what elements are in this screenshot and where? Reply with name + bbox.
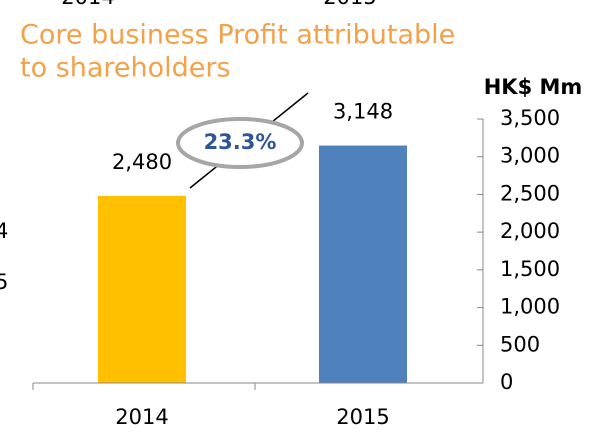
growth-label: 23.3%: [204, 130, 277, 154]
value-label: 3,148: [333, 100, 393, 124]
y-tick-label: 3,000: [500, 144, 560, 168]
y-axis-label: HK$ Mm: [484, 75, 583, 99]
cut-off-text: 2014: [61, 0, 114, 9]
y-tick-label: 2,000: [500, 219, 560, 243]
cut-off-text: 4: [0, 219, 8, 243]
y-tick-label: 0: [500, 370, 513, 394]
y-tick-label: 2,500: [500, 181, 560, 205]
chart-title: Core business Profit attributable: [20, 20, 455, 51]
cut-off-text: 5: [0, 270, 8, 294]
y-tick-label: 1,500: [500, 257, 560, 281]
cut-off-text: 2015: [323, 0, 376, 9]
chart-title: to shareholders: [20, 53, 231, 84]
bar: [319, 145, 407, 383]
y-tick-label: 3,500: [500, 106, 560, 130]
x-tick-label: 2015: [336, 405, 389, 429]
growth-ellipse: [176, 117, 304, 169]
value-label: 2,480: [112, 150, 172, 174]
bar: [98, 195, 186, 383]
y-tick-label: 500: [500, 332, 540, 356]
x-tick-label: 2014: [115, 405, 168, 429]
y-tick-label: 1,000: [500, 295, 560, 319]
